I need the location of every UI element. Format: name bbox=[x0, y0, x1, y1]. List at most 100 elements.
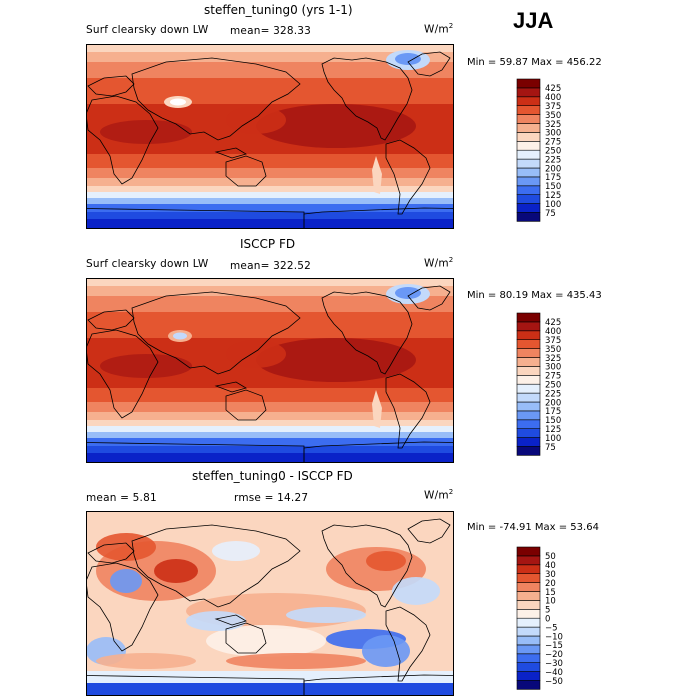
panel2-colorbar-tick: 275 bbox=[545, 372, 561, 382]
panel2-colorbar-tick: 250 bbox=[545, 381, 561, 391]
panel3-colorbar-box bbox=[516, 600, 541, 610]
panel1-colorbar-box bbox=[516, 203, 541, 213]
panel3-colorbar-box bbox=[516, 546, 541, 557]
panel2-colorbar-box bbox=[516, 410, 541, 421]
panel2-colorbar-tick: 150 bbox=[545, 416, 561, 426]
panel3-colorbar-tick: −10 bbox=[545, 632, 563, 642]
panel1-minmax: Min = 59.87 Max = 456.22 bbox=[467, 57, 602, 68]
panel1-colorbar-box bbox=[516, 158, 541, 169]
panel2-colorbar-tick: 200 bbox=[545, 398, 561, 408]
panel1-colorbar-box bbox=[516, 167, 541, 178]
panel1-colorbar-tick: 200 bbox=[545, 164, 561, 174]
panel3-colorbar-box bbox=[516, 591, 541, 601]
panel3-colorbar-box bbox=[516, 626, 541, 637]
panel1-colorbar-tick: 175 bbox=[545, 173, 561, 183]
panel1-colorbar-tick: 400 bbox=[545, 93, 561, 103]
panel1-colorbar-box bbox=[516, 140, 541, 151]
panel3-colorbar-tick: 30 bbox=[545, 570, 556, 580]
panel2-title: ISCCP FD bbox=[240, 237, 296, 251]
panel3-colorbar-box bbox=[516, 582, 541, 592]
panel2-colorbar-box bbox=[516, 321, 541, 332]
panel1-units: W/m2 bbox=[424, 22, 454, 36]
panel3-colorbar-tick: −30 bbox=[545, 659, 563, 669]
panel1-colorbar: 7510012515017520022525027530032535037540… bbox=[516, 78, 561, 222]
panel1-map bbox=[86, 44, 454, 229]
panel2-colorbar-box bbox=[516, 383, 541, 394]
panel3-colorbar-tick: −40 bbox=[545, 668, 563, 678]
panel2-colorbar-tick: 350 bbox=[545, 345, 561, 355]
panel1-colorbar-tick: 375 bbox=[545, 102, 561, 112]
panel1-colorbar-box bbox=[516, 149, 541, 160]
panel2-minmax: Min = 80.19 Max = 435.43 bbox=[467, 290, 602, 301]
panel1-colorbar-box bbox=[516, 87, 541, 98]
panel2-colorbar-tick: 125 bbox=[545, 425, 561, 435]
panel3-colorbar-tick: 20 bbox=[545, 579, 556, 589]
panel2-colorbar-box bbox=[516, 339, 541, 349]
panel3-colorbar-box bbox=[516, 671, 541, 681]
panel2-colorbar-box bbox=[516, 446, 541, 456]
panel3-colorbar-tick: 15 bbox=[545, 588, 556, 598]
panel2-colorbar-box bbox=[516, 428, 541, 438]
panel2-colorbar-box bbox=[516, 392, 541, 403]
panel2-colorbar-box bbox=[516, 312, 541, 323]
panel1-colorbar-box bbox=[516, 114, 541, 124]
panel3-colorbar-box bbox=[516, 555, 541, 566]
panel3-map bbox=[86, 511, 454, 696]
panel2-colorbar-box bbox=[516, 330, 541, 340]
panel3-colorbar-tick: −15 bbox=[545, 641, 563, 651]
panel1-colorbar-box bbox=[516, 185, 541, 196]
panel1-colorbar-tick: 150 bbox=[545, 182, 561, 192]
panel2-variable: Surf clearsky down LW bbox=[86, 258, 209, 270]
panel3-colorbar-tick: −50 bbox=[545, 677, 563, 687]
panel3-colorbar-box bbox=[516, 653, 541, 664]
panel1-colorbar-tick: 350 bbox=[545, 111, 561, 121]
panel2-colorbar-box bbox=[516, 437, 541, 447]
panel3-colorbar-tick: −5 bbox=[545, 623, 558, 633]
panel1-colorbar-box bbox=[516, 132, 541, 142]
panel2-colorbar-tick: 375 bbox=[545, 336, 561, 346]
panel2-colorbar-box bbox=[516, 348, 541, 358]
panel1-colorbar-box bbox=[516, 176, 541, 187]
panel1-colorbar-box bbox=[516, 78, 541, 89]
panel3-colorbar-box bbox=[516, 644, 541, 655]
panel2-colorbar-box bbox=[516, 419, 541, 430]
panel2-mean: mean= 322.52 bbox=[230, 260, 312, 272]
panel3-colorbar-box bbox=[516, 617, 541, 628]
panel3-colorbar-box bbox=[516, 680, 541, 690]
panel3-colorbar-tick: 40 bbox=[545, 561, 556, 571]
panel1-colorbar-tick: 325 bbox=[545, 120, 561, 130]
panel3-colorbar-box bbox=[516, 564, 541, 574]
panel3-colorbar-box bbox=[516, 662, 541, 672]
panel2-map bbox=[86, 278, 454, 463]
panel2-colorbar-tick: 425 bbox=[545, 318, 561, 328]
panel1-colorbar-tick: 75 bbox=[545, 209, 556, 219]
panel3-colorbar-tick: −20 bbox=[545, 650, 563, 660]
panel3-colorbar-box bbox=[516, 635, 541, 646]
panel1-colorbar-box bbox=[516, 212, 541, 222]
panel2-colorbar-box bbox=[516, 374, 541, 385]
panel1-colorbar-tick: 100 bbox=[545, 200, 561, 210]
panel3-colorbar-tick: 10 bbox=[545, 597, 556, 607]
panel2-colorbar-box bbox=[516, 366, 541, 376]
panel3-mean: mean = 5.81 bbox=[86, 492, 157, 504]
panel1-colorbar-box bbox=[516, 96, 541, 106]
panel2-colorbar-tick: 100 bbox=[545, 434, 561, 444]
panel2-colorbar-tick: 400 bbox=[545, 327, 561, 337]
panel2-colorbar-tick: 325 bbox=[545, 354, 561, 364]
panel2-colorbar-box bbox=[516, 401, 541, 412]
panel2-colorbar: 7510012515017520022525027530032535037540… bbox=[516, 312, 561, 456]
panel2-colorbar-tick: 75 bbox=[545, 443, 556, 453]
panel2-colorbar-tick: 225 bbox=[545, 389, 561, 399]
panel3-title: steffen_tuning0 - ISCCP FD bbox=[192, 469, 353, 483]
panel1-colorbar-tick: 275 bbox=[545, 138, 561, 148]
panel1-title: steffen_tuning0 (yrs 1-1) bbox=[204, 3, 353, 17]
panel3-minmax: Min = -74.91 Max = 53.64 bbox=[467, 522, 599, 533]
panel2-units: W/m2 bbox=[424, 256, 454, 270]
panel2-colorbar-tick: 175 bbox=[545, 407, 561, 417]
panel1-colorbar-tick: 125 bbox=[545, 191, 561, 201]
panel1-colorbar-tick: 225 bbox=[545, 155, 561, 165]
panel3-colorbar-box bbox=[516, 573, 541, 583]
panel1-colorbar-box bbox=[516, 194, 541, 204]
panel3-rmse: rmse = 14.27 bbox=[234, 492, 309, 504]
